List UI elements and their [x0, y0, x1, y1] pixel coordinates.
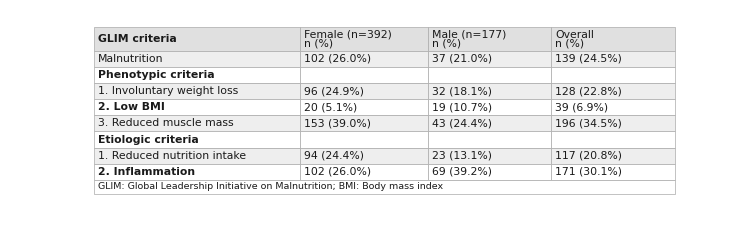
Bar — [428, 67, 551, 83]
Bar — [94, 99, 300, 115]
Text: 1. Reduced nutrition intake: 1. Reduced nutrition intake — [98, 151, 246, 161]
Bar — [300, 115, 428, 131]
Bar — [94, 131, 300, 148]
Text: Etiologic criteria: Etiologic criteria — [98, 135, 199, 144]
Text: n (%): n (%) — [432, 38, 461, 48]
Bar — [300, 83, 428, 99]
Bar — [94, 27, 300, 51]
Text: 102 (26.0%): 102 (26.0%) — [304, 54, 371, 64]
Bar — [94, 164, 300, 180]
Text: 171 (30.1%): 171 (30.1%) — [555, 167, 622, 177]
Bar — [551, 51, 675, 67]
Text: 102 (26.0%): 102 (26.0%) — [304, 167, 371, 177]
Bar — [300, 164, 428, 180]
Bar — [94, 51, 300, 67]
Bar — [300, 131, 428, 148]
Text: Female (n=392): Female (n=392) — [304, 30, 392, 40]
Text: GLIM criteria: GLIM criteria — [98, 34, 176, 44]
Text: n (%): n (%) — [555, 38, 584, 48]
Text: 39 (6.9%): 39 (6.9%) — [555, 102, 608, 112]
Text: 37 (21.0%): 37 (21.0%) — [432, 54, 492, 64]
Bar — [428, 131, 551, 148]
Bar — [300, 148, 428, 164]
Text: 23 (13.1%): 23 (13.1%) — [432, 151, 492, 161]
Bar — [428, 51, 551, 67]
Bar — [94, 115, 300, 131]
Bar — [551, 99, 675, 115]
Bar — [551, 131, 675, 148]
Text: 94 (24.4%): 94 (24.4%) — [304, 151, 364, 161]
Bar — [551, 148, 675, 164]
Text: 153 (39.0%): 153 (39.0%) — [304, 118, 371, 128]
Text: 43 (24.4%): 43 (24.4%) — [432, 118, 492, 128]
Bar — [551, 27, 675, 51]
Text: 20 (5.1%): 20 (5.1%) — [304, 102, 358, 112]
Bar — [300, 99, 428, 115]
Bar — [551, 83, 675, 99]
Bar — [428, 27, 551, 51]
Text: n (%): n (%) — [304, 38, 333, 48]
Bar — [428, 148, 551, 164]
Bar — [428, 83, 551, 99]
Bar — [94, 180, 675, 194]
Text: Overall: Overall — [555, 30, 594, 40]
Bar — [551, 115, 675, 131]
Text: Male (n=177): Male (n=177) — [432, 30, 506, 40]
Text: 19 (10.7%): 19 (10.7%) — [432, 102, 492, 112]
Text: 2. Inflammation: 2. Inflammation — [98, 167, 195, 177]
Bar — [428, 115, 551, 131]
Bar — [300, 67, 428, 83]
Bar — [551, 164, 675, 180]
Text: 96 (24.9%): 96 (24.9%) — [304, 86, 364, 96]
Bar — [94, 83, 300, 99]
Text: 117 (20.8%): 117 (20.8%) — [555, 151, 622, 161]
Bar — [300, 51, 428, 67]
Bar — [428, 99, 551, 115]
Text: 69 (39.2%): 69 (39.2%) — [432, 167, 492, 177]
Bar — [94, 148, 300, 164]
Text: Malnutrition: Malnutrition — [98, 54, 164, 64]
Text: Phenotypic criteria: Phenotypic criteria — [98, 70, 214, 80]
Bar — [300, 27, 428, 51]
Bar — [94, 67, 300, 83]
Text: 139 (24.5%): 139 (24.5%) — [555, 54, 622, 64]
Text: 3. Reduced muscle mass: 3. Reduced muscle mass — [98, 118, 233, 128]
Bar — [428, 164, 551, 180]
Text: 2. Low BMI: 2. Low BMI — [98, 102, 165, 112]
Text: 196 (34.5%): 196 (34.5%) — [555, 118, 622, 128]
Bar — [551, 67, 675, 83]
Text: 32 (18.1%): 32 (18.1%) — [432, 86, 492, 96]
Text: GLIM: Global Leadership Initiative on Malnutrition; BMI: Body mass index: GLIM: Global Leadership Initiative on Ma… — [98, 182, 443, 191]
Text: 128 (22.8%): 128 (22.8%) — [555, 86, 622, 96]
Text: 1. Involuntary weight loss: 1. Involuntary weight loss — [98, 86, 238, 96]
